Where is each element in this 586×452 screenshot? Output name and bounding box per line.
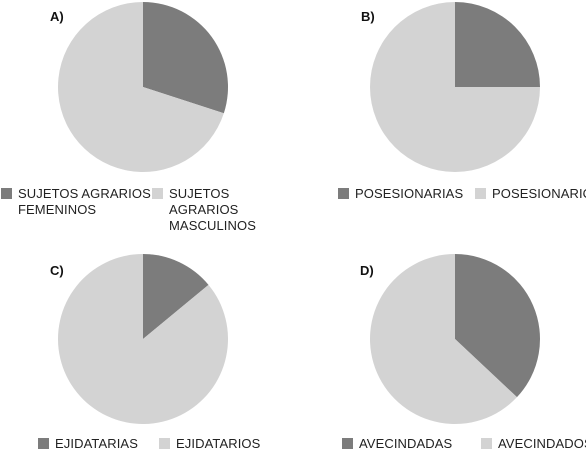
legend-item-femeninos: SUJETOS AGRARIOS FEMENINOS <box>1 186 151 218</box>
legend-item-avecindadas: AVECINDADAS <box>342 436 452 452</box>
legend-item-masculinos: SUJETOS AGRARIOS MASCULINOS <box>152 186 293 234</box>
legend-item-ejidatarias: EJIDATARIAS <box>38 436 138 452</box>
legend-label-femeninos: SUJETOS AGRARIOS FEMENINOS <box>18 186 151 217</box>
legend-swatch-femeninos <box>1 188 12 199</box>
legend-swatch-posesionarios <box>475 188 486 199</box>
legend-label-ejidatarios: EJIDATARIOS <box>176 436 261 451</box>
chart-label-b: B) <box>361 9 375 24</box>
legend-item-posesionarios: POSESIONARIOS <box>475 186 586 202</box>
chart-label-a: A) <box>50 9 64 24</box>
legend-item-avecindados: AVECINDADOS <box>481 436 586 452</box>
legend-label-posesionarios: POSESIONARIOS <box>492 186 586 201</box>
legend-label-avecindados: AVECINDADOS <box>498 436 586 451</box>
pie-chart-d <box>370 254 540 424</box>
legend-swatch-posesionarias <box>338 188 349 199</box>
chart-panel-b: B) POSESIONARIAS POSESIONARIOS <box>293 0 586 225</box>
pie-chart-c <box>57 254 228 424</box>
legend-item-ejidatarios: EJIDATARIOS <box>159 436 260 452</box>
pie-a-slice-light <box>57 2 224 172</box>
legend-swatch-ejidatarios <box>159 438 170 449</box>
pie-d-slice-light <box>370 254 517 424</box>
legend-swatch-avecindadas <box>342 438 353 449</box>
pie-d-slice-dark <box>455 254 540 398</box>
legend-label-posesionarias: POSESIONARIAS <box>355 186 464 201</box>
chart-panel-d: D) AVECINDADAS AVECINDADOS <box>293 225 586 452</box>
chart-label-d: D) <box>360 263 374 278</box>
legend-swatch-avecindados <box>481 438 492 449</box>
legend-label-masculinos: SUJETOS AGRARIOS MASCULINOS <box>169 186 256 233</box>
pie-b-slice-light <box>370 2 540 172</box>
pie-c-slice-dark <box>143 254 209 339</box>
pie-c-slice-light <box>57 254 228 424</box>
legend-swatch-masculinos <box>152 188 163 199</box>
pie-b-slice-dark <box>455 2 540 87</box>
pie-a-slice-dark <box>143 2 228 114</box>
chart-panel-a: A) SUJETOS AGRARIOS FEMENINOS SUJETOS AG… <box>0 0 293 233</box>
chart-panel-c: C) EJIDATARIAS EJIDATARIOS <box>0 225 293 452</box>
pie-chart-b <box>370 2 540 172</box>
chart-label-c: C) <box>50 263 64 278</box>
legend-label-ejidatarias: EJIDATARIAS <box>55 436 138 451</box>
legend-label-avecindadas: AVECINDADAS <box>359 436 453 451</box>
legend-item-posesionarias: POSESIONARIAS <box>338 186 463 202</box>
pie-chart-a <box>57 2 228 172</box>
legend-swatch-ejidatarias <box>38 438 49 449</box>
